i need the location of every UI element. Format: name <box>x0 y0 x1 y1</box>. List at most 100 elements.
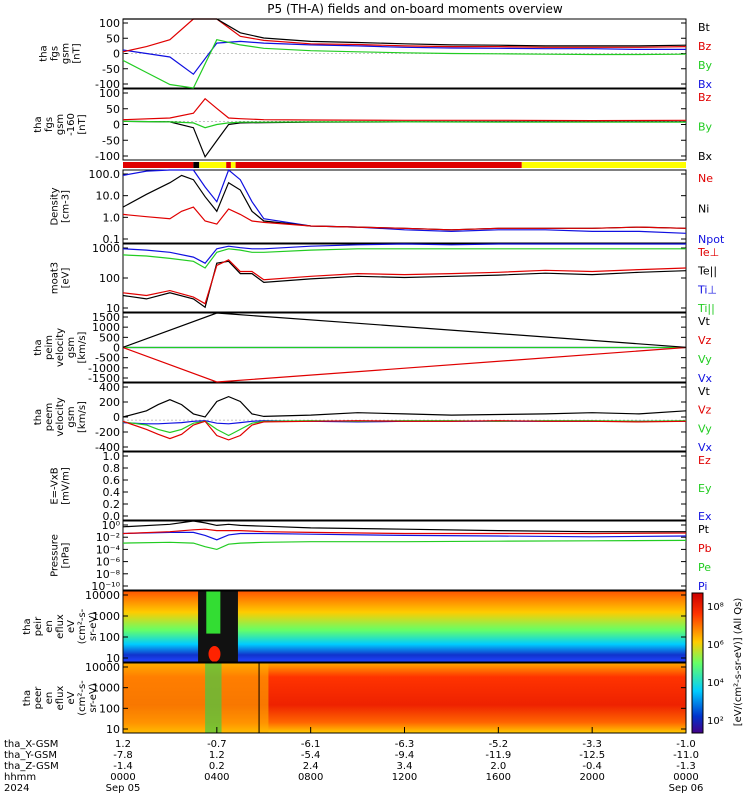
y-tick-label: 0.1 <box>103 233 121 246</box>
series-Vy-line <box>122 420 687 437</box>
ephemeris-value: -9.4 <box>395 750 415 761</box>
y-tick-label: 0.4 <box>103 486 121 499</box>
series-By-line <box>122 39 687 89</box>
legend-entry: Bt <box>698 21 711 34</box>
axis-label: tha <box>33 409 44 425</box>
panel-peem-velocity: 400 200 0 -200 -400 tha peem velocity gsm [km/s] V… <box>33 381 713 454</box>
colorbar <box>691 592 704 734</box>
ephemeris-label: tha_X-GSM <box>4 739 58 750</box>
legend-entry: Pi <box>698 580 707 593</box>
y-tick-label: 10⁻⁸ <box>96 568 121 581</box>
ephemeris-value: 1600 <box>486 772 511 783</box>
spectrogram-band <box>123 663 269 733</box>
series-Ti-line <box>122 248 686 269</box>
ephemeris-value: 0.2 <box>209 761 225 772</box>
legend-entry: Ne <box>698 172 713 185</box>
panel-frame <box>122 88 687 161</box>
ephemeris-value: 2.4 <box>303 761 319 772</box>
legend-entry: Ez <box>698 454 711 467</box>
spectrogram-hotspot <box>208 646 221 662</box>
legend-entry: Te|| <box>697 265 717 278</box>
y-tick-label: 0.0 <box>103 510 121 523</box>
ephemeris-value: -7.8 <box>113 750 133 761</box>
y-tick-label: 1500 <box>92 311 120 324</box>
mode-segment <box>521 162 686 168</box>
axis-label: eV <box>66 691 77 704</box>
axis-label: [nT] <box>72 43 83 63</box>
axis-label: gsm <box>66 337 77 358</box>
legend-entry: Vx <box>698 372 713 385</box>
y-tick-label: 10 <box>106 302 120 315</box>
colorbar-label: [eV/(cm²-s-sr-eV)] (All Qs) <box>733 598 744 727</box>
series-Bz-line <box>122 97 687 122</box>
panel-peer-eflux: 10000 1000 100 10 tha peer en eflux eV (cm²-s-sr-… <box>22 661 687 736</box>
y-tick-label: 10000 <box>85 589 120 602</box>
ephemeris-value: 2.0 <box>490 761 506 772</box>
y-tick-label: 500 <box>99 331 120 344</box>
y-tick-label: -400 <box>95 441 120 454</box>
y-tick-label: 100 <box>99 702 120 715</box>
legend-entry: Ey <box>698 482 712 495</box>
ephemeris-value: -6.3 <box>395 739 415 750</box>
axis-label: [mV/m] <box>61 467 72 505</box>
ephemeris-value: -6.1 <box>301 739 321 750</box>
panel-density: 100.0 10.0 1.0 0.1 Density [cm-3] Ne Ni Npot <box>50 168 725 246</box>
y-tick-label: 100 <box>99 17 120 30</box>
ephemeris-value: 0400 <box>204 772 229 783</box>
ephemeris-value: 1.2 <box>209 750 225 761</box>
legend-entry: Vt <box>698 315 711 328</box>
y-tick-label: 0 <box>113 48 120 61</box>
axis-label: eflux <box>55 614 66 639</box>
legend-entry: Ti⊥ <box>697 283 717 296</box>
y-tick-label: -50 <box>102 63 120 76</box>
y-tick-label: 10000 <box>85 661 120 674</box>
legend-entry: Pb <box>698 542 712 555</box>
panel-temperature: 1000 100 10 moat3 [eV] Te⊥ Te|| Ti⊥ Ti|| <box>50 242 720 315</box>
axis-label: (cm²-s- <box>77 608 88 644</box>
ephemeris-value: -0.4 <box>582 761 602 772</box>
axis-label: tha <box>33 116 44 132</box>
legend-entry: Te⊥ <box>697 246 719 259</box>
y-tick-label: 50 <box>106 103 120 116</box>
y-tick-label: 1000 <box>92 321 120 334</box>
ephemeris-value: -5.2 <box>489 739 509 750</box>
axis-label: Density <box>50 187 61 225</box>
y-tick-label: 100.0 <box>89 168 121 181</box>
panel-fgs: 100 50 0 -50 -100 tha fgs gsm [nT] Bt Bz By Bx <box>39 17 713 91</box>
y-tick-label: 400 <box>99 381 120 394</box>
axis-label: peim <box>44 335 55 360</box>
mode-segment <box>199 162 227 168</box>
axis-label: gsm <box>61 43 72 64</box>
series-Ti-line <box>122 243 686 264</box>
y-tick-label: 50 <box>106 32 120 45</box>
y-tick-label: 1000 <box>92 682 120 695</box>
series-Te-line <box>122 259 687 305</box>
y-tick-label: -50 <box>102 134 120 147</box>
y-tick-label: 0 <box>113 411 120 424</box>
axis-label: tha <box>39 45 50 61</box>
series-Vt-line <box>122 312 687 348</box>
ephemeris-value: 0000 <box>110 772 135 783</box>
ephemeris-value: -5.4 <box>301 750 321 761</box>
mode-segment <box>226 162 231 168</box>
legend-entry: Ti|| <box>697 302 715 315</box>
y-tick-label: 0.2 <box>103 498 121 511</box>
ephemeris-label: tha_Y-GSM <box>4 750 57 761</box>
axis-label: [nT] <box>77 114 88 134</box>
y-tick-label: 1.0 <box>103 450 121 463</box>
axis-label: peer <box>33 686 44 710</box>
axis-label: Pressure <box>50 534 61 577</box>
series-Te-line <box>122 260 687 309</box>
series-By-line <box>122 120 686 129</box>
mode-segment <box>193 162 200 168</box>
legend-entry: Vz <box>698 404 712 417</box>
axis-label: eflux <box>55 686 66 711</box>
legend-entry: Vy <box>698 422 712 435</box>
y-tick-label: 10.0 <box>96 190 121 203</box>
y-tick-label: 10⁻² <box>96 531 120 544</box>
panel-frame <box>122 520 687 591</box>
ephemeris-value: -11.9 <box>485 750 511 761</box>
y-tick-label: -100 <box>95 150 120 163</box>
legend-entry: Bz <box>698 91 712 104</box>
ephemeris-value: -12.5 <box>579 750 605 761</box>
